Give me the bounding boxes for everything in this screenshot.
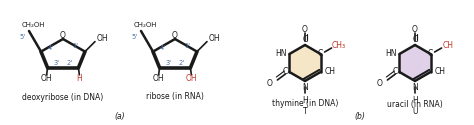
Text: deoxyribose (in DNA): deoxyribose (in DNA): [22, 92, 104, 102]
Polygon shape: [290, 45, 320, 81]
Text: HN: HN: [385, 50, 396, 58]
Text: C: C: [412, 35, 418, 44]
Text: O: O: [302, 24, 308, 34]
Text: (b): (b): [355, 112, 365, 120]
Text: H: H: [76, 74, 82, 83]
Text: 1': 1': [184, 43, 190, 49]
Text: 5': 5': [19, 34, 25, 40]
Text: 4': 4': [160, 45, 166, 51]
Text: T: T: [303, 108, 307, 116]
Text: CH: CH: [435, 68, 446, 76]
Text: OH: OH: [96, 34, 108, 43]
Text: O: O: [376, 78, 383, 88]
Text: 3': 3': [54, 60, 60, 66]
Text: 4': 4': [48, 45, 54, 51]
Text: O: O: [60, 30, 66, 40]
Text: C: C: [392, 68, 397, 76]
Text: (a): (a): [115, 112, 125, 120]
Text: OH: OH: [186, 74, 197, 83]
Text: C: C: [428, 48, 433, 58]
Text: N: N: [302, 83, 308, 92]
Text: H: H: [412, 96, 418, 105]
Text: 5': 5': [131, 34, 137, 40]
Text: CH₂OH: CH₂OH: [21, 22, 45, 28]
Text: C: C: [318, 48, 323, 58]
Text: 2': 2': [66, 60, 73, 66]
Text: HN: HN: [275, 50, 286, 58]
Text: O: O: [266, 78, 273, 88]
Text: C: C: [302, 35, 308, 44]
Text: OH: OH: [208, 34, 220, 43]
Text: U: U: [412, 108, 418, 116]
Text: ribose (in RNA): ribose (in RNA): [146, 92, 204, 102]
Text: CH₃: CH₃: [331, 42, 346, 50]
Text: C: C: [282, 68, 287, 76]
Text: OH: OH: [153, 74, 164, 83]
Text: 3': 3': [165, 60, 172, 66]
Text: H: H: [302, 96, 308, 105]
Text: OH: OH: [41, 74, 53, 83]
Text: thymine (in DNA): thymine (in DNA): [272, 100, 338, 108]
Text: O: O: [412, 24, 418, 34]
Text: CH: CH: [325, 68, 336, 76]
Text: CH: CH: [443, 42, 454, 50]
Text: uracil (in RNA): uracil (in RNA): [387, 100, 443, 108]
Text: O: O: [172, 30, 178, 40]
Polygon shape: [400, 45, 430, 81]
Text: N: N: [412, 83, 418, 92]
Text: 2': 2': [178, 60, 184, 66]
Text: CH₂OH: CH₂OH: [133, 22, 157, 28]
Text: 1': 1': [72, 43, 78, 49]
